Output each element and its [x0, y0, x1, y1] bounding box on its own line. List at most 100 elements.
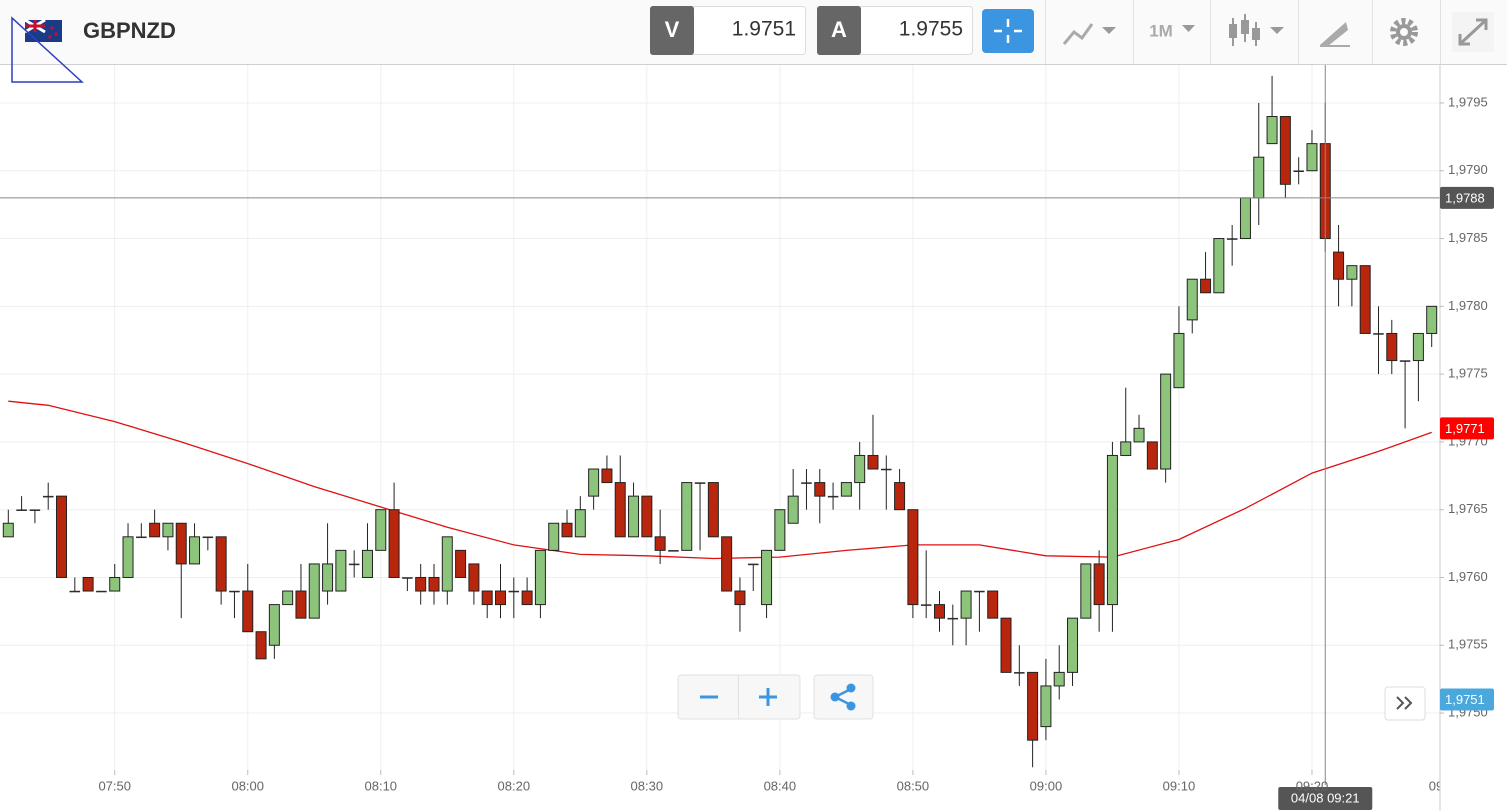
candle-body: [707, 482, 719, 538]
moving-average-layer: [8, 400, 1432, 560]
candle-body: [561, 522, 573, 538]
candle-body: [1306, 143, 1318, 172]
buy-price: 1.9755: [899, 18, 963, 41]
scroll-right-button[interactable]: [1384, 686, 1426, 721]
indicator-button[interactable]: [1062, 23, 1116, 45]
candle-body: [468, 563, 480, 592]
x-tick-label: 08:50: [897, 778, 930, 793]
candle-body: [481, 590, 493, 606]
share-icon: [846, 701, 856, 711]
sell-box[interactable]: V 1.9751: [650, 6, 806, 55]
candles: [2, 75, 1438, 768]
dropdown-arrow: [1270, 27, 1284, 34]
candle-body: [189, 536, 201, 565]
pen-icon: [1320, 22, 1348, 46]
timeframe-button[interactable]: 1M: [1149, 21, 1195, 40]
candle-body: [69, 590, 81, 593]
candle-body: [322, 563, 334, 592]
candle-body: [601, 468, 613, 484]
candle-body: [1359, 265, 1371, 334]
candle-body: [229, 590, 240, 593]
candle-body: [242, 590, 254, 633]
flag-cross-red: [25, 20, 45, 32]
share-icon: [830, 692, 840, 702]
candle-body: [1293, 170, 1304, 172]
candle-body: [1160, 373, 1172, 470]
candle-body: [149, 522, 161, 538]
candle-body: [162, 522, 174, 538]
candle-body: [1067, 617, 1079, 673]
fullscreen-button[interactable]: [1452, 12, 1494, 52]
candle-body: [29, 509, 41, 511]
candle-body: [508, 590, 520, 593]
candle-body: [614, 482, 626, 538]
candle-body: [202, 536, 214, 539]
settings-button[interactable]: [1390, 18, 1418, 46]
candle-body: [1253, 156, 1265, 199]
buy-box[interactable]: A 1.9755: [817, 6, 973, 55]
x-axis: 07:50 08:00 08:10 08:20 08:30 08:40 08:50 09:00…: [98, 770, 1440, 793]
crosshair-button[interactable]: [982, 9, 1034, 53]
y-tick-label: 1,9785: [1448, 230, 1488, 245]
candle-body: [1014, 672, 1025, 674]
y-tick-label: 1,9795: [1448, 94, 1488, 109]
candle-body: [268, 604, 280, 646]
timeframe: 1M: [1149, 21, 1173, 40]
candle-body: [814, 482, 826, 497]
candle-body: [1000, 617, 1012, 673]
candle-body: [335, 549, 347, 592]
candle-body: [96, 590, 107, 593]
candle-body: [1266, 116, 1278, 145]
candle-body: [42, 495, 54, 498]
sell-tag[interactable]: [650, 6, 694, 55]
candle-body: [1093, 563, 1105, 606]
symbol: GBPNZD: [83, 18, 176, 43]
candle-body: [1412, 332, 1424, 362]
candle-body: [109, 576, 121, 592]
crosshair-button-bg[interactable]: [982, 9, 1034, 53]
candle-body: [854, 454, 866, 484]
flag: [24, 18, 62, 42]
share-button[interactable]: [813, 674, 874, 720]
candle-body: [787, 495, 799, 524]
candle-icon: [1241, 20, 1249, 34]
crosshair-x-label: 04/08 09:21: [1291, 790, 1360, 805]
candle-body: [761, 549, 773, 606]
candle-body: [1200, 278, 1212, 294]
candle-body: [1053, 671, 1065, 687]
moving-average: [8, 400, 1432, 560]
flag-star: [50, 26, 54, 30]
chart-type-button[interactable]: [1229, 14, 1284, 46]
price-label-box: [1440, 417, 1494, 440]
candle-body: [574, 509, 586, 538]
candle-body: [1426, 305, 1438, 334]
x-tick-label: 09:00: [1030, 778, 1063, 793]
candle-body: [628, 495, 640, 538]
candle-body: [348, 563, 360, 566]
candle-body: [1146, 441, 1158, 470]
flag-star: [48, 35, 52, 39]
crosshair: 04/08 09:21: [0, 65, 1440, 810]
candle-body: [428, 576, 440, 592]
candle-body: [16, 509, 27, 511]
buy-tag[interactable]: [817, 6, 861, 55]
y-tick-label: 1,9790: [1448, 162, 1488, 177]
crosshair-x-box: [1278, 787, 1373, 810]
x-tick-label: 08:20: [498, 778, 531, 793]
grid: [0, 65, 1440, 770]
candle-body: [974, 590, 985, 593]
candle-body: [82, 576, 94, 592]
x-tick-label: 07:50: [98, 778, 131, 793]
candle-body: [681, 482, 693, 551]
y-tick-label: 1,9755: [1448, 637, 1488, 652]
crosshair-icon: [994, 19, 1022, 43]
share-icon: [846, 683, 856, 693]
candle-icon: [1252, 28, 1260, 40]
buy-label: A: [831, 17, 847, 42]
y-tick-label: 1,9780: [1448, 298, 1488, 313]
drawing-button[interactable]: [1320, 22, 1350, 47]
zoom-in[interactable]: [759, 688, 777, 706]
crosshair-y-label-box: [1440, 186, 1494, 209]
candle-body: [867, 454, 879, 470]
